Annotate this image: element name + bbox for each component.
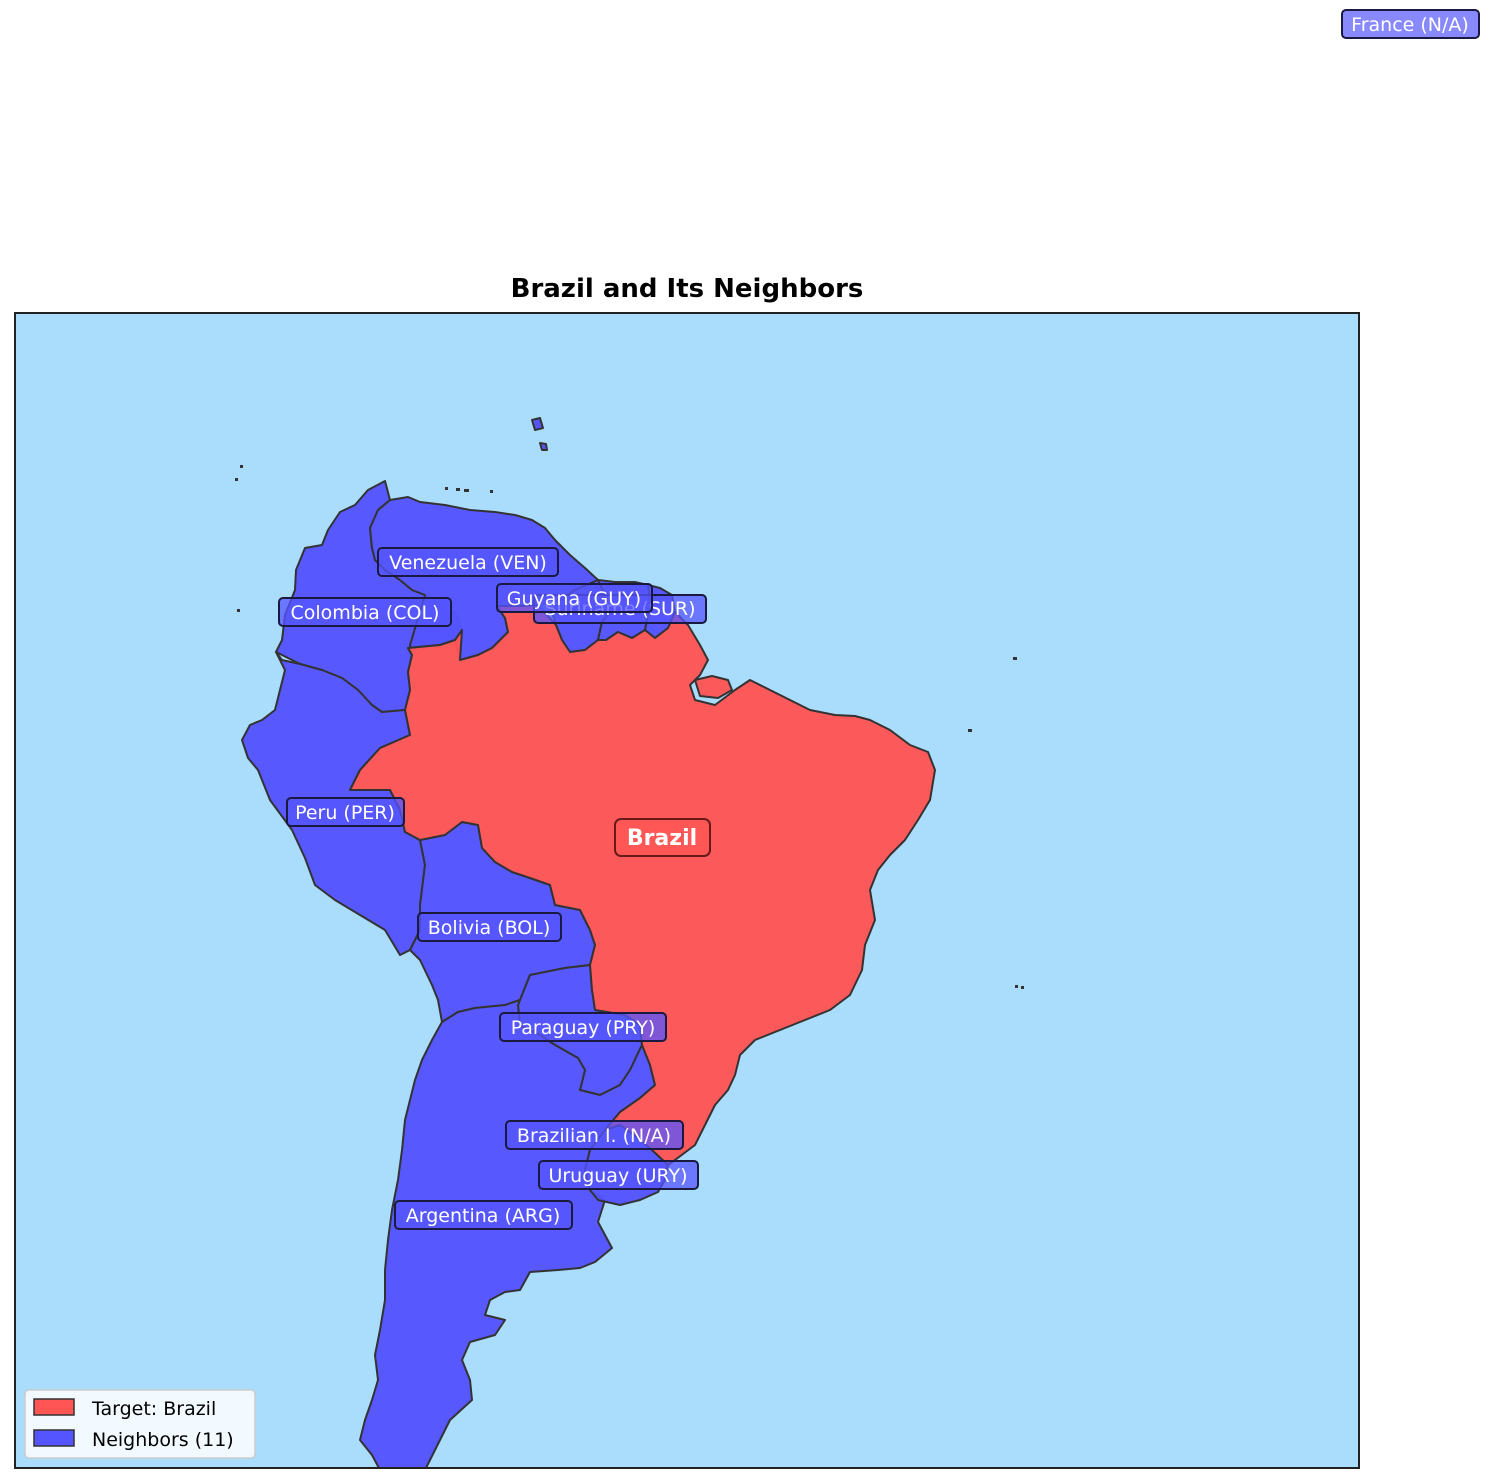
island-dot — [464, 489, 469, 492]
label-argentina[interactable]: Argentina (ARG) — [394, 1200, 573, 1230]
island-dot — [235, 478, 238, 481]
map-title: Brazil and Its Neighbors — [510, 274, 864, 304]
legend-swatch-target — [33, 1398, 75, 1416]
label-brazil-text: Brazil — [627, 826, 697, 851]
island-dot — [240, 465, 243, 468]
label-paraguay-text: Paraguay (PRY) — [511, 1017, 656, 1039]
label-peru[interactable]: Peru (PER) — [286, 797, 405, 827]
label-paraguay[interactable]: Paraguay (PRY) — [499, 1012, 667, 1042]
legend-neighbors-label: Neighbors (11) — [92, 1429, 234, 1451]
label-france-text: France (N/A) — [1351, 14, 1469, 36]
island-dot — [456, 488, 460, 491]
country-brazil[interactable] — [349, 604, 936, 1166]
label-guyana-text: Guyana (GUY) — [507, 588, 641, 610]
island-dot — [445, 487, 448, 490]
label-venezuela-text: Venezuela (VEN) — [389, 552, 547, 574]
label-france[interactable]: France (N/A) — [1341, 9, 1480, 39]
label-guyana[interactable]: Guyana (GUY) — [496, 583, 653, 613]
island-dot — [1015, 985, 1018, 988]
label-colombia[interactable]: Colombia (COL) — [278, 597, 452, 627]
label-brazil[interactable]: Brazil — [614, 818, 711, 857]
island-dot — [1013, 657, 1017, 660]
country-argentina[interactable] — [359, 999, 656, 1470]
island-tobago — [539, 442, 548, 451]
label-uruguay[interactable]: Uruguay (URY) — [538, 1160, 699, 1190]
island-dot — [490, 490, 493, 493]
label-brazilian-island-text: Brazilian I. (N/A) — [517, 1125, 671, 1147]
label-brazilian-island[interactable]: Brazilian I. (N/A) — [505, 1120, 684, 1150]
legend-target-label: Target: Brazil — [91, 1398, 216, 1420]
map-frame — [14, 312, 1360, 1469]
label-venezuela[interactable]: Venezuela (VEN) — [377, 547, 559, 577]
label-bolivia[interactable]: Bolivia (BOL) — [417, 912, 562, 942]
label-colombia-text: Colombia (COL) — [291, 602, 440, 624]
label-bolivia-text: Bolivia (BOL) — [428, 917, 551, 939]
legend: Target: Brazil Neighbors (11) — [24, 1389, 256, 1459]
label-peru-text: Peru (PER) — [295, 802, 395, 824]
island-trinidad — [531, 417, 544, 431]
island-marajo — [694, 675, 733, 699]
label-argentina-text: Argentina (ARG) — [406, 1205, 560, 1227]
legend-swatch-neighbors — [33, 1429, 75, 1447]
island-dot — [237, 609, 240, 612]
island-dot — [968, 729, 972, 732]
island-dot — [1021, 986, 1024, 989]
label-uruguay-text: Uruguay (URY) — [548, 1165, 687, 1187]
